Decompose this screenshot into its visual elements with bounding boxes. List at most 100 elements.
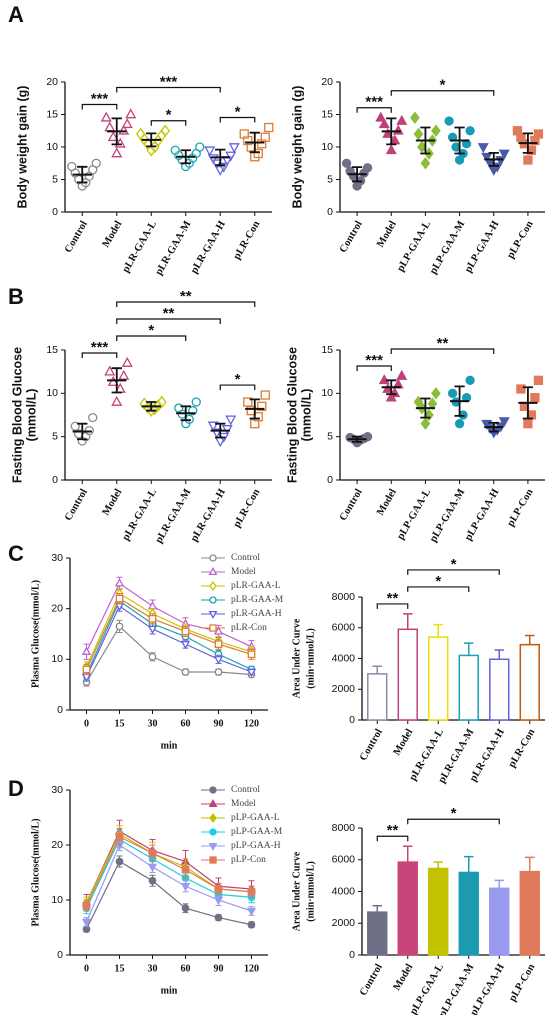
marker xyxy=(260,132,270,142)
marker xyxy=(180,883,191,892)
marker xyxy=(247,920,256,929)
y-tick-label: 6000 xyxy=(332,854,356,866)
marker xyxy=(447,388,458,398)
error-bar xyxy=(372,905,382,913)
line xyxy=(85,597,252,670)
marker xyxy=(82,665,91,674)
marker xyxy=(88,412,98,423)
marker xyxy=(181,668,190,676)
marker xyxy=(431,387,441,400)
y-axis-label: Area Under Curve xyxy=(291,618,302,698)
x-tick-label: 90 xyxy=(214,718,224,729)
marker xyxy=(225,415,237,426)
significance-bracket xyxy=(390,90,495,96)
marker xyxy=(396,114,408,125)
y-axis-label: Plasma Glucose(mmol/L) xyxy=(30,580,41,688)
marker xyxy=(115,832,124,841)
marker xyxy=(148,614,157,623)
y-tick-label: 10 xyxy=(51,653,63,665)
y-tick-label: 5 xyxy=(52,430,58,442)
error-bar xyxy=(420,397,431,419)
marker xyxy=(208,567,218,576)
error-bar xyxy=(403,845,413,863)
significance-label: ** xyxy=(387,590,399,607)
marker xyxy=(523,419,533,429)
marker xyxy=(396,369,408,380)
significance-bracket xyxy=(407,818,500,825)
x-tick-label: pLR-GAA-L xyxy=(121,219,159,275)
x-tick-label: 60 xyxy=(181,718,191,729)
marker xyxy=(533,129,544,139)
marker xyxy=(104,121,116,132)
marker xyxy=(516,384,526,394)
error-bar xyxy=(351,435,363,443)
significance-bracket xyxy=(81,103,118,110)
marker xyxy=(378,118,390,129)
marker xyxy=(214,668,223,676)
x-tick-label: Model xyxy=(392,727,416,757)
significance-bracket xyxy=(407,586,470,592)
significance-label: ** xyxy=(180,288,192,305)
marker xyxy=(454,419,465,429)
error-bar xyxy=(433,623,443,637)
line xyxy=(85,830,252,904)
x-tick-label: Model xyxy=(392,962,416,992)
x-tick-label: pLP-GAA-M xyxy=(428,487,467,544)
panel-label: B xyxy=(8,284,24,309)
marker xyxy=(180,640,191,650)
panel-label: D xyxy=(8,776,24,801)
error-bar xyxy=(215,148,226,167)
y-tick-label: 0 xyxy=(52,474,58,486)
marker xyxy=(104,365,116,376)
marker xyxy=(170,145,180,155)
y-axis-label: Fasting Blood Glucose xyxy=(285,347,299,483)
y-tick-label: 0 xyxy=(52,206,58,218)
legend-label: Control xyxy=(231,553,260,563)
marker xyxy=(498,149,510,160)
x-tick-label: pLR-Con xyxy=(507,727,538,770)
marker xyxy=(420,417,431,430)
y-tick-label: 4000 xyxy=(332,885,356,897)
x-tick-label: Control xyxy=(358,962,385,998)
y-tick-label: 30 xyxy=(51,552,63,564)
y-tick-label: 15 xyxy=(321,108,333,120)
error-bar xyxy=(180,405,191,422)
marker xyxy=(147,625,158,635)
y-tick-label: 5 xyxy=(52,173,58,185)
x-tick-label: pLP-Con xyxy=(505,487,535,529)
x-tick-label: 120 xyxy=(244,963,259,974)
marker xyxy=(100,111,112,122)
marker xyxy=(114,578,125,587)
marker xyxy=(209,786,217,794)
legend-label: pLR-GAA-H xyxy=(231,609,282,619)
marker xyxy=(420,156,431,170)
marker xyxy=(107,131,119,142)
y-axis-label: Body weight gain (g) xyxy=(290,86,304,209)
line xyxy=(85,844,252,923)
y-tick-label: 10 xyxy=(46,141,58,153)
marker xyxy=(512,126,523,136)
x-tick-label: Control xyxy=(338,219,365,255)
marker xyxy=(209,581,217,591)
marker xyxy=(147,600,158,610)
y-axis-label: Fasting Blood Glucose xyxy=(10,347,24,483)
x-tick-label: pLR-Con xyxy=(232,219,263,262)
significance-label: * xyxy=(451,805,457,822)
y-tick-label: 2000 xyxy=(332,683,356,695)
bar xyxy=(367,673,388,721)
x-tick-label: pLP-GAA-L xyxy=(395,219,433,274)
marker xyxy=(431,124,441,138)
significance-label: *** xyxy=(365,352,383,369)
marker xyxy=(156,395,167,409)
marker xyxy=(392,124,404,135)
marker xyxy=(191,397,201,407)
marker xyxy=(204,146,216,157)
marker xyxy=(246,668,257,678)
y-tick-label: 15 xyxy=(46,344,58,356)
y-tick-label: 10 xyxy=(321,141,333,153)
marker xyxy=(264,122,274,133)
bar xyxy=(458,654,479,721)
marker xyxy=(208,610,218,619)
significance-bracket xyxy=(81,352,118,358)
